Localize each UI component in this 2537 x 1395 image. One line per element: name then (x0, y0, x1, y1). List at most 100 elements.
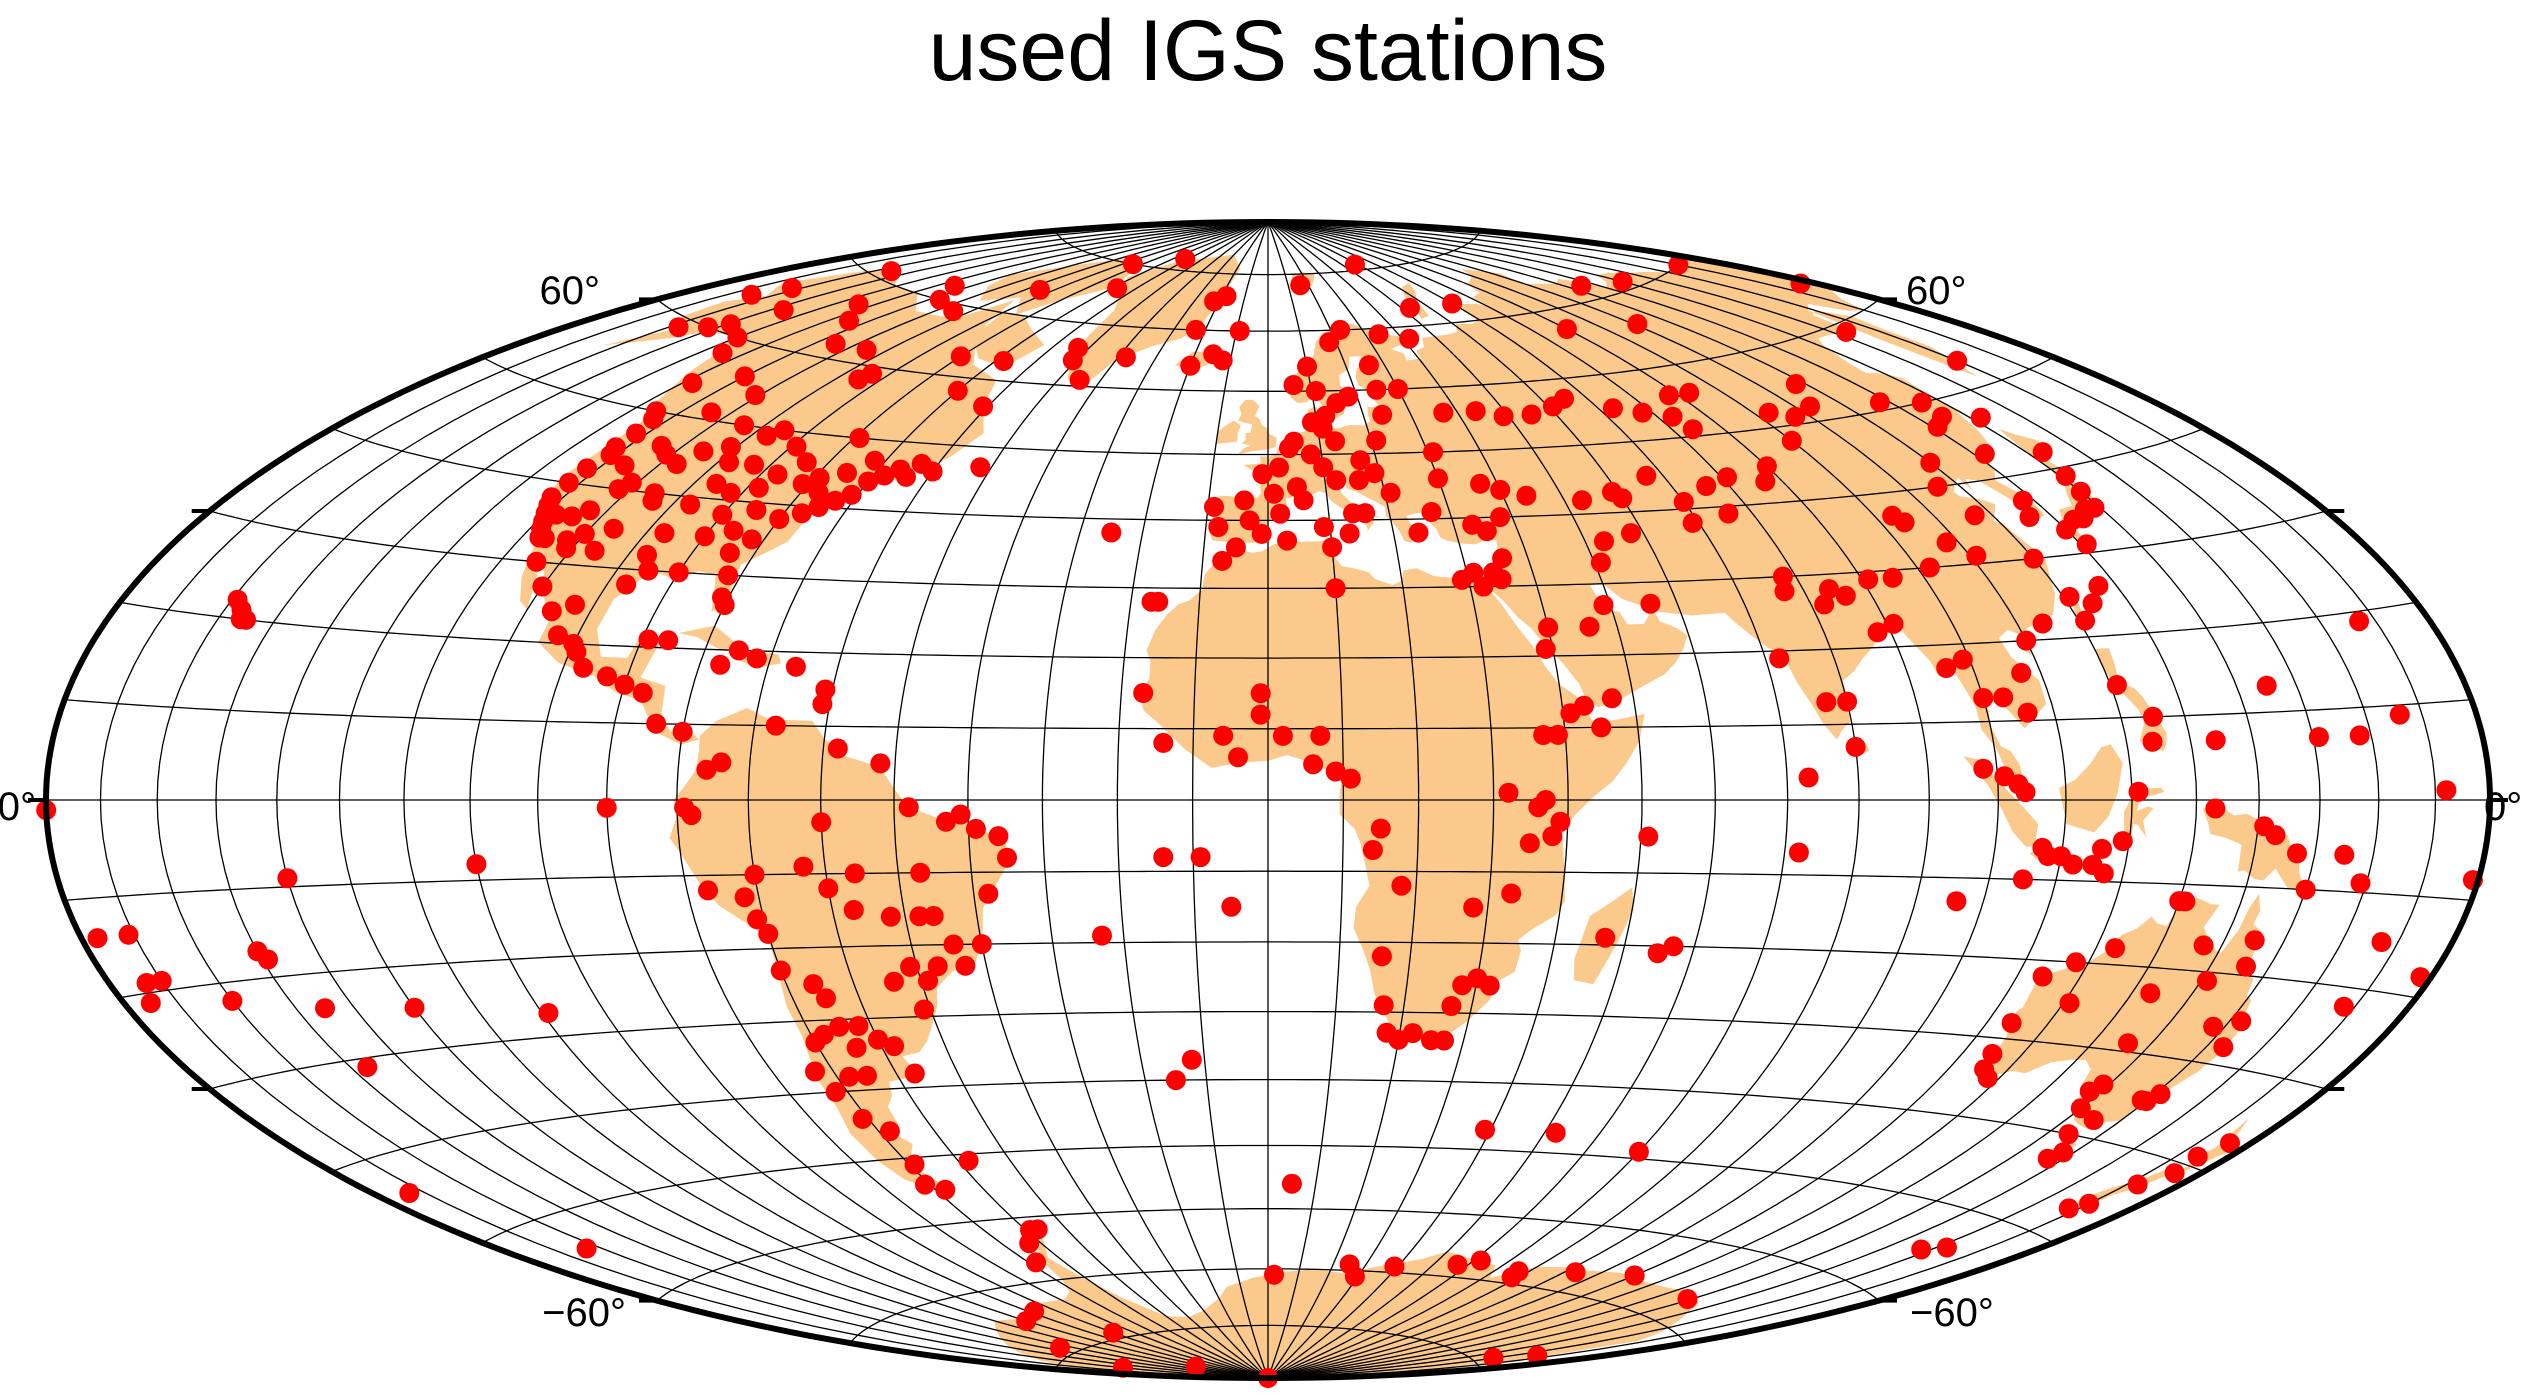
station-marker (929, 289, 950, 310)
station-marker (87, 928, 108, 949)
station-marker (1927, 476, 1948, 497)
station-marker (719, 452, 739, 473)
station-marker (734, 415, 755, 436)
station-marker (1310, 725, 1331, 746)
station-marker (714, 595, 735, 615)
station-marker (1368, 324, 1389, 345)
station-marker (904, 1063, 925, 1084)
station-marker (1283, 431, 1304, 452)
station-marker (1470, 473, 1491, 494)
station-marker (2205, 798, 2226, 819)
station-marker (580, 500, 600, 521)
station-marker (1451, 569, 1472, 590)
station-marker (1492, 548, 1513, 569)
station-marker (1682, 512, 1703, 533)
station-marker (1602, 398, 1623, 419)
station-marker (1545, 1122, 1566, 1143)
station-marker (1662, 406, 1683, 427)
station-marker (1977, 1068, 1998, 1088)
station-marker (935, 1179, 956, 1200)
station-marker (600, 445, 621, 465)
land-baffin (973, 312, 1045, 368)
station-marker (785, 656, 806, 677)
station-marker (1621, 523, 1641, 544)
station-marker (1837, 691, 1858, 712)
station-marker (1755, 471, 1776, 492)
station-marker (1785, 374, 1806, 394)
station-marker (1658, 385, 1679, 406)
station-marker (534, 528, 555, 549)
station-marker (856, 339, 877, 360)
land-sulawesi (2124, 787, 2165, 846)
station-marker (2059, 993, 2080, 1014)
station-marker (2058, 1124, 2079, 1145)
parallel-line (656, 1208, 1880, 1302)
land-arctic-islands (979, 257, 1140, 315)
station-marker (2037, 1148, 2058, 1169)
station-marker (694, 526, 715, 547)
station-marker (1982, 1043, 2003, 1064)
station-marker (706, 473, 727, 494)
station-marker (1974, 443, 1995, 464)
station-marker (1772, 566, 1793, 587)
station-marker (2287, 843, 2307, 864)
station-marker (1300, 444, 1321, 465)
station-marker (1628, 1141, 1649, 1162)
land-ireland (1216, 420, 1241, 444)
station-marker (1251, 523, 1272, 544)
station-marker (756, 425, 777, 446)
station-marker (900, 956, 921, 977)
station-marker (2150, 1084, 2171, 1105)
station-marker (1571, 275, 1592, 296)
station-markers (36, 249, 2483, 1388)
station-marker (548, 625, 568, 646)
station-marker (1190, 847, 1211, 868)
station-marker (701, 402, 722, 423)
station-marker (2088, 575, 2109, 596)
station-marker (693, 441, 714, 462)
station-marker (1774, 581, 1795, 602)
station-marker (1325, 761, 1346, 782)
station-marker (1835, 585, 1856, 606)
station-marker (1470, 1250, 1491, 1271)
station-marker (1313, 457, 1334, 478)
station-marker (1476, 521, 1497, 542)
station-marker (880, 906, 901, 927)
station-marker (2436, 780, 2457, 801)
station-marker (682, 373, 703, 393)
station-marker (1441, 996, 1462, 1016)
station-marker (1516, 485, 1537, 506)
station-marker (720, 314, 741, 335)
station-marker (944, 275, 965, 296)
station-marker (1993, 687, 2014, 708)
station-marker (1475, 1119, 1495, 1140)
station-marker (1339, 1254, 1360, 1275)
station-marker (2032, 613, 2053, 634)
station-marker (2056, 519, 2077, 540)
station-marker (734, 887, 755, 908)
station-marker (870, 753, 891, 774)
station-marker (884, 1036, 905, 1057)
station-marker (2187, 1146, 2208, 1167)
station-marker (1574, 695, 1594, 716)
station-marker (2008, 774, 2029, 795)
station-marker (1263, 483, 1284, 504)
station-marker (1479, 975, 1500, 996)
station-marker (2334, 844, 2355, 865)
station-marker (1371, 946, 1392, 967)
station-marker (857, 1065, 877, 1086)
station-marker (1632, 402, 1653, 423)
station-marker (1252, 464, 1273, 485)
station-marker (1270, 503, 1291, 524)
station-marker (680, 494, 701, 515)
station-marker (2127, 1174, 2148, 1195)
station-marker (2295, 879, 2316, 900)
station-marker (2175, 891, 2196, 912)
station-marker (2012, 490, 2033, 511)
station-marker (1679, 382, 1700, 403)
station-marker (1973, 758, 1994, 779)
station-marker (1180, 355, 1201, 376)
station-marker (839, 1066, 860, 1087)
station-marker (1911, 1239, 1932, 1260)
